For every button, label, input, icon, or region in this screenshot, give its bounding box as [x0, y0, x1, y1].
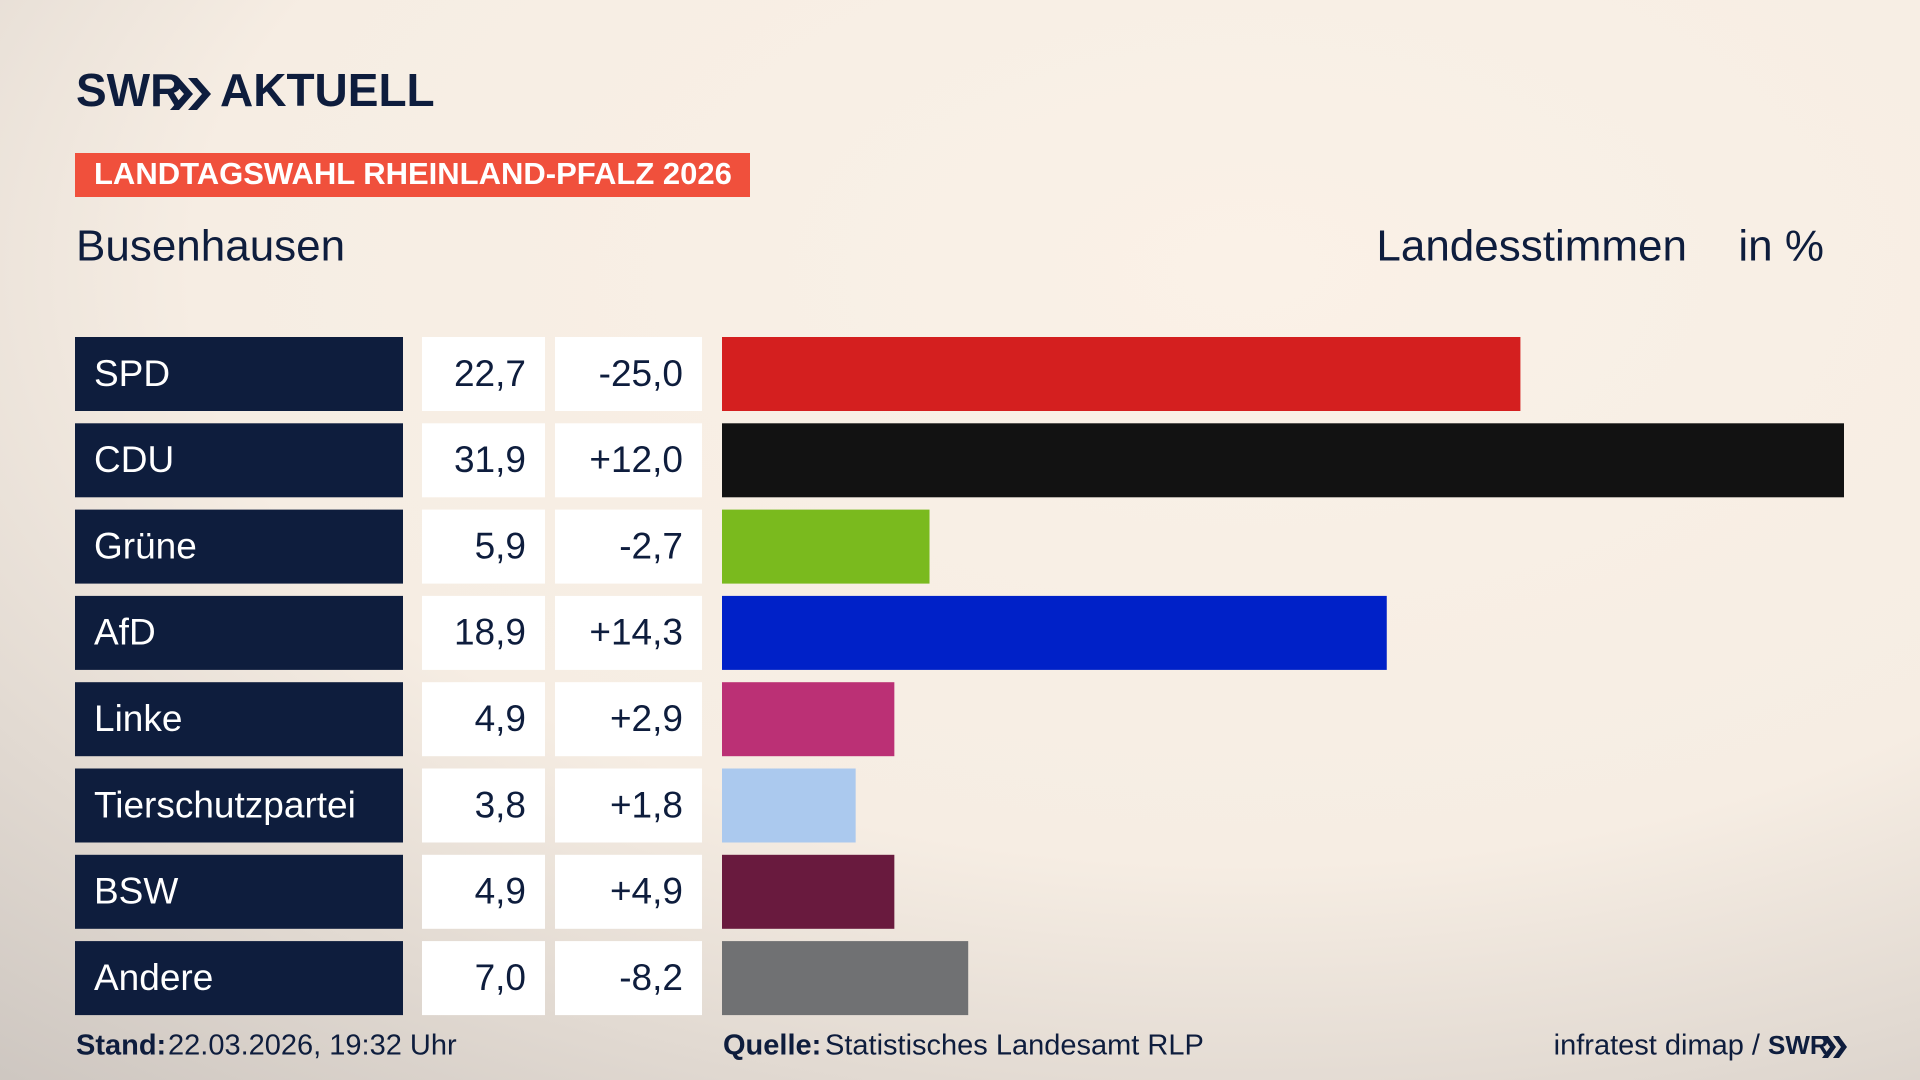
source-label: Quelle: [723, 1030, 821, 1062]
bar [722, 682, 895, 757]
change-label: +14,3 [589, 612, 683, 653]
value-label: 4,9 [475, 871, 526, 912]
party-label: Grüne [94, 525, 197, 566]
bar [722, 768, 856, 843]
value-label: 7,0 [475, 957, 526, 998]
value-box [422, 768, 545, 843]
party-box [75, 595, 403, 670]
change-label: +1,8 [610, 784, 683, 825]
change-label: +12,0 [589, 439, 683, 480]
party-label: BSW [94, 871, 178, 912]
party-box [75, 423, 403, 498]
tag: LANDTAGSWAHL RHEINLAND-PFALZ 2026 [94, 156, 732, 191]
brand-name: SWR [76, 64, 183, 116]
change-box [555, 768, 702, 843]
value-box [422, 509, 545, 584]
change-box [555, 682, 702, 757]
party-label: CDU [94, 439, 174, 480]
party-label: Linke [94, 698, 182, 739]
party-box [75, 854, 403, 929]
party-box [75, 509, 403, 584]
stand-label: Stand: [76, 1030, 166, 1062]
party-label: Tierschutzpartei [94, 784, 356, 825]
party-box [75, 941, 403, 1016]
stand: 22.03.2026, 19:32 Uhr [168, 1030, 457, 1062]
change-box [555, 941, 702, 1016]
bar [722, 854, 895, 929]
bar [722, 509, 930, 584]
party-label: SPD [94, 353, 170, 394]
change-box [555, 854, 702, 929]
value-label: 22,7 [454, 353, 526, 394]
party-label: Andere [94, 957, 213, 998]
value-label: 18,9 [454, 612, 526, 653]
bar [722, 595, 1387, 670]
change-box [555, 509, 702, 584]
change-box [555, 337, 702, 411]
value-label: 5,9 [475, 525, 526, 566]
change-label: -25,0 [599, 353, 683, 394]
credit-chevrons [1822, 1036, 1847, 1058]
value-box [422, 941, 545, 1016]
bar [722, 941, 969, 1016]
party-label: AfD [94, 612, 156, 653]
brand-chevrons [170, 78, 211, 110]
credit-brand: SWR [1768, 1030, 1829, 1060]
party-box [75, 682, 403, 757]
party-box [75, 768, 403, 843]
source: Statistisches Landesamt RLP [825, 1030, 1204, 1062]
change-box [555, 595, 702, 670]
value-box [422, 337, 545, 411]
value-box [422, 423, 545, 498]
chart-title: Busenhausen [76, 222, 345, 271]
tag-box [75, 153, 750, 197]
value-box [422, 854, 545, 929]
change-label: -8,2 [619, 957, 683, 998]
value-label: 3,8 [475, 784, 526, 825]
rows: SPD 22,7 -25,0 CDU 31,9 +12,0 Grüne 5,9 -2,7 AfD 1… [75, 337, 1844, 1016]
change-label: +4,9 [610, 871, 683, 912]
value-box [422, 682, 545, 757]
value-label: 31,9 [454, 439, 526, 480]
party-box [75, 337, 403, 411]
bar [722, 423, 1844, 498]
change-box [555, 423, 702, 498]
chart-subtitle: Landesstimmen [1376, 222, 1687, 271]
bar [722, 337, 1521, 411]
change-label: +2,9 [610, 698, 683, 739]
brand-product: AKTUELL [220, 64, 435, 116]
credit: infratest dimap / [1554, 1030, 1761, 1062]
change-label: -2,7 [619, 525, 683, 566]
value-box [422, 595, 545, 670]
value-label: 4,9 [475, 698, 526, 739]
unit: in % [1738, 222, 1824, 271]
